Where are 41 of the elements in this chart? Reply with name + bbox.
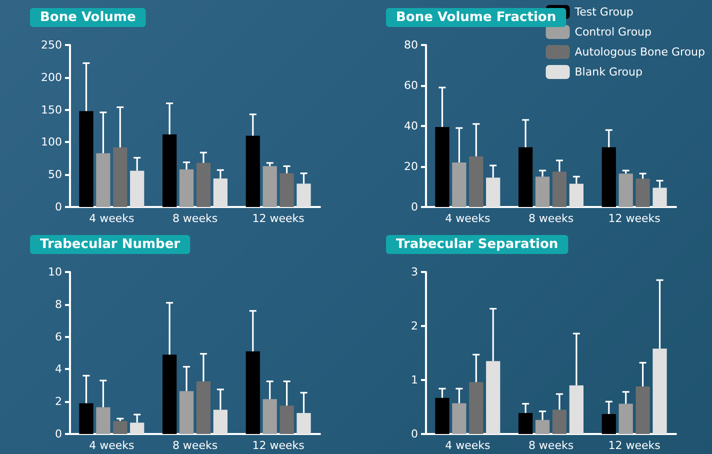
legend-label: Test Group <box>574 6 634 18</box>
x-tick-label: 8 weeks <box>528 212 574 225</box>
chart-title: Bone Volume Fraction <box>396 10 556 25</box>
chart-title: Bone Volume <box>40 10 136 25</box>
y-tick-label: 3 <box>411 266 418 278</box>
y-tick-label: 2 <box>411 320 418 332</box>
x-tick-label: 8 weeks <box>172 439 218 452</box>
x-tick-label: 8 weeks <box>172 212 218 225</box>
x-tick-label: 8 weeks <box>528 439 574 452</box>
x-tick-label: 4 weeks <box>89 212 134 225</box>
y-tick-label: 60 <box>404 79 418 92</box>
x-tick-label: 12 weeks <box>252 212 305 225</box>
y-tick-label: 8 <box>55 298 62 311</box>
x-tick-label: 12 weeks <box>608 439 661 452</box>
y-tick-label: 2 <box>55 395 62 408</box>
x-tick-label: 4 weeks <box>89 439 134 452</box>
y-tick-label: 0 <box>55 200 62 214</box>
y-tick-label: 10 <box>48 266 62 278</box>
x-tick-label: 4 weeks <box>445 212 490 225</box>
chart-title: Trabecular Number <box>40 237 181 252</box>
y-tick-label: 80 <box>404 38 418 52</box>
y-tick-label: 0 <box>411 200 418 214</box>
x-tick-label: 12 weeks <box>252 439 305 452</box>
y-tick-label: 50 <box>48 168 62 182</box>
y-tick-label: 200 <box>41 70 62 84</box>
y-tick-label: 40 <box>404 120 418 132</box>
y-tick-label: 0 <box>411 428 418 440</box>
x-tick-label: 12 weeks <box>608 212 661 225</box>
legend-label: Autologous Bone Group <box>574 46 706 58</box>
legend-label: Control Group <box>574 26 652 38</box>
chart-title: Trabecular Separation <box>396 237 558 252</box>
y-tick-label: 6 <box>55 330 62 344</box>
y-tick-label: 100 <box>41 136 62 149</box>
y-tick-label: 250 <box>41 38 62 52</box>
legend-label: Blank Group <box>574 66 642 78</box>
y-tick-label: 1 <box>411 374 418 386</box>
y-tick-label: 4 <box>55 362 62 376</box>
y-tick-label: 150 <box>41 103 62 116</box>
x-tick-label: 4 weeks <box>445 439 490 452</box>
y-tick-label: 0 <box>55 428 62 440</box>
y-tick-label: 20 <box>404 160 418 173</box>
